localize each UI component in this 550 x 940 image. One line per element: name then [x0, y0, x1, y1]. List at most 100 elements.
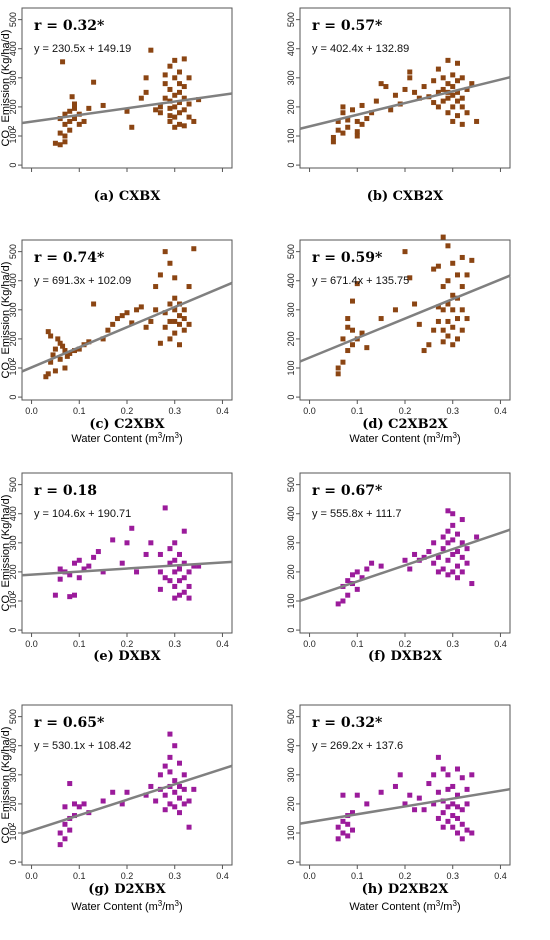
data-point — [459, 540, 465, 546]
data-point — [167, 86, 173, 92]
data-point — [172, 92, 178, 98]
data-point — [186, 583, 192, 589]
data-point — [76, 804, 82, 810]
data-point — [464, 786, 470, 792]
data-point — [196, 563, 202, 569]
data-point — [177, 783, 182, 789]
data-point — [445, 508, 451, 514]
data-point — [67, 827, 73, 833]
y-tick-label: 400 — [8, 41, 18, 56]
data-point — [364, 345, 370, 351]
data-point — [340, 336, 346, 342]
data-point — [72, 560, 77, 566]
x-tick-label: 0.2 — [399, 406, 412, 416]
data-point — [134, 569, 140, 575]
data-point — [445, 318, 451, 324]
y-tick-label: 100 — [286, 360, 296, 375]
panel-caption: (h) D2XB2X — [362, 882, 450, 897]
data-point — [416, 321, 422, 327]
data-point — [67, 350, 73, 356]
data-point — [435, 554, 441, 560]
data-point — [435, 66, 441, 72]
regression-line — [21, 560, 233, 577]
y-tick-label: 400 — [286, 506, 296, 521]
data-point — [464, 546, 470, 552]
data-point — [172, 789, 178, 795]
data-point — [455, 531, 460, 537]
regression-equation: y = 104.6x + 190.71 — [34, 508, 131, 520]
data-point — [450, 307, 456, 313]
data-point — [364, 566, 370, 572]
data-point — [445, 804, 451, 810]
data-point — [335, 371, 341, 377]
data-point — [45, 329, 51, 335]
data-point — [455, 113, 460, 119]
data-point — [52, 346, 58, 352]
data-point — [435, 263, 441, 269]
data-point — [459, 104, 465, 110]
data-point — [412, 89, 418, 95]
data-point — [57, 356, 63, 362]
y-tick-label: 100 — [8, 128, 18, 143]
data-point — [354, 118, 360, 124]
data-point — [62, 121, 68, 127]
data-point — [469, 257, 475, 263]
x-tick-label: 0.3 — [168, 406, 181, 416]
data-point — [354, 569, 360, 575]
y-tick-label: 300 — [286, 535, 296, 550]
data-point — [378, 789, 384, 795]
data-point — [354, 133, 360, 139]
data-point — [340, 104, 346, 110]
data-point — [52, 140, 58, 146]
data-point — [60, 343, 66, 349]
data-point — [172, 569, 178, 575]
data-point — [464, 560, 470, 566]
data-point — [354, 129, 360, 135]
data-point — [162, 95, 168, 101]
data-point — [177, 760, 182, 766]
data-point — [440, 234, 446, 240]
data-point — [450, 260, 456, 266]
y-tick-label: 200 — [8, 331, 18, 346]
data-point — [431, 100, 437, 106]
x-tick-label: 0.0 — [25, 406, 38, 416]
data-point — [67, 108, 73, 114]
r-value-label: r = 0.67* — [312, 483, 383, 499]
data-point — [177, 100, 182, 106]
data-point — [172, 804, 178, 810]
data-point — [369, 110, 375, 116]
data-point — [172, 75, 178, 81]
x-tick-label: 0.2 — [399, 639, 412, 649]
data-point — [435, 815, 441, 821]
data-point — [455, 336, 460, 342]
data-point — [91, 79, 97, 85]
data-point — [167, 336, 173, 342]
data-point — [181, 316, 187, 322]
data-point — [76, 346, 82, 352]
data-point — [345, 821, 351, 827]
data-point — [57, 340, 63, 346]
data-point — [431, 78, 437, 84]
data-point — [435, 754, 441, 760]
data-point — [345, 117, 351, 123]
data-point — [119, 560, 125, 566]
y-tick-label: 500 — [8, 244, 18, 259]
data-point — [181, 528, 187, 534]
data-point — [148, 540, 154, 546]
data-point — [172, 307, 178, 313]
data-point — [445, 572, 451, 578]
data-point — [450, 92, 456, 98]
data-point — [157, 110, 163, 116]
y-tick-label: 400 — [286, 41, 296, 56]
y-tick-label: 500 — [286, 709, 296, 724]
data-point — [62, 836, 68, 842]
data-point — [455, 60, 460, 66]
data-point — [459, 569, 465, 575]
data-point — [162, 310, 168, 316]
data-point — [455, 792, 460, 798]
data-point — [196, 97, 202, 103]
data-point — [162, 81, 168, 87]
data-point — [416, 795, 422, 801]
data-point — [459, 775, 465, 781]
data-point — [340, 598, 346, 604]
